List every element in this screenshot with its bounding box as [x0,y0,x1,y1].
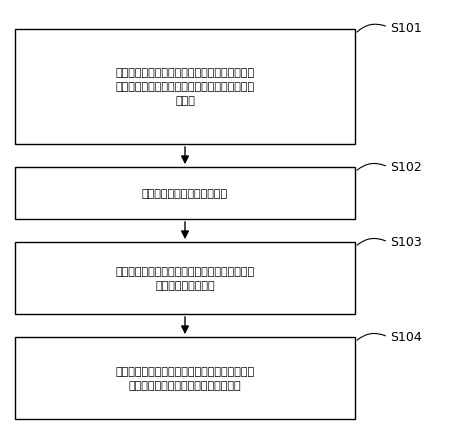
Bar [15,30,355,145]
Bar [15,243,355,314]
Bar [15,337,355,419]
Text: 获得与所述运动状态相对应的移动终端屏幕背光
亮度和背光开启时间: 获得与所述运动状态相对应的移动终端屏幕背光 亮度和背光开启时间 [115,266,254,290]
Text: 预先设置至少一种移动终端的运动状态和与所述
运动状态对应的移动终端屏幕背光亮度和背光开
启延迟: 预先设置至少一种移动终端的运动状态和与所述 运动状态对应的移动终端屏幕背光亮度和… [115,68,254,106]
Text: 实时检测移动终端的运动状态: 实时检测移动终端的运动状态 [142,189,228,198]
Text: S102: S102 [390,161,422,174]
Text: S103: S103 [390,236,422,249]
Text: S104: S104 [390,331,422,344]
Text: 根据所获得的移动终端屏幕背光亮度和背光开启
时间，对移动终端的屏幕背光进行调整: 根据所获得的移动终端屏幕背光亮度和背光开启 时间，对移动终端的屏幕背光进行调整 [115,366,254,390]
Bar [15,168,355,219]
Text: S101: S101 [390,21,422,35]
